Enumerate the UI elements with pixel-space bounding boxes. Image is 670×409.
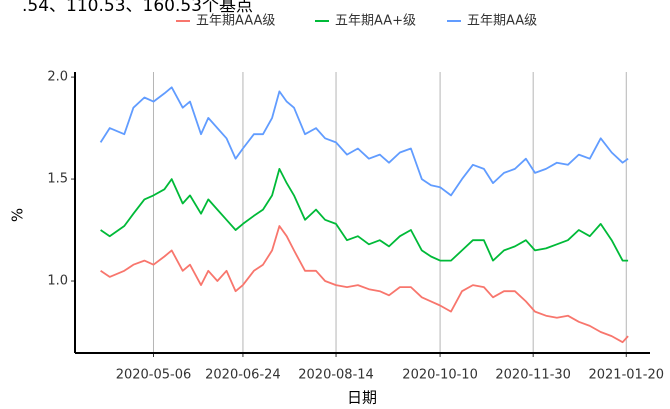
series-line — [100, 225, 629, 344]
x-tick-label: 2020-08-14 — [298, 368, 374, 383]
x-tick-label: 2020-05-06 — [116, 368, 192, 383]
x-tick-label: 2020-11-30 — [495, 368, 571, 383]
legend-label: 五年期AAA级 — [196, 14, 275, 29]
y-tick-label: 1.5 — [47, 172, 68, 187]
legend-label: 五年期AA+级 — [335, 14, 416, 29]
chart-title: .54、110.53、160.53个基点 — [22, 0, 253, 16]
y-tick-label: 2.0 — [47, 70, 68, 85]
x-tick-label: 2021-01-20 — [588, 368, 664, 383]
series-line — [99, 86, 629, 197]
y-axis-label: % — [9, 208, 27, 222]
legend-label: 五年期AA级 — [467, 14, 537, 29]
x-axis-label: 日期 — [347, 389, 377, 407]
series-line — [100, 168, 629, 262]
y-tick-label: 1.0 — [47, 274, 68, 289]
x-tick-label: 2020-06-24 — [205, 368, 281, 383]
x-tick-label: 2020-10-10 — [402, 368, 478, 383]
